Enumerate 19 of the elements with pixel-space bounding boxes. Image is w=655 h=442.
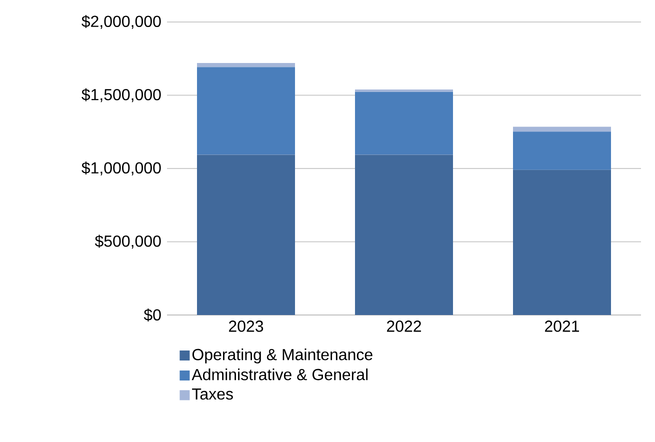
bar xyxy=(355,154,453,315)
y-tick-label: $1,000,000 xyxy=(82,162,161,176)
bar xyxy=(355,92,453,155)
y-tick-label: $500,000 xyxy=(94,234,161,249)
x-tick-label: 2022 xyxy=(387,320,421,332)
bar xyxy=(197,154,295,315)
x-tick-label: 2021 xyxy=(545,320,579,332)
legend-label: Taxes xyxy=(192,388,233,400)
y-tick-label: $0 xyxy=(144,308,161,322)
legend-label: Operating & Maintenance xyxy=(192,348,372,364)
bar xyxy=(513,170,611,315)
y-tick-label: $2,000,000 xyxy=(82,15,161,29)
y-tick-label: $1,500,000 xyxy=(82,88,161,102)
bar xyxy=(513,126,611,132)
x-tick-label: 2023 xyxy=(229,320,264,332)
bar xyxy=(513,132,611,170)
bar xyxy=(197,63,295,68)
legend-label: Administrative & General xyxy=(192,368,368,380)
bar xyxy=(197,67,295,155)
